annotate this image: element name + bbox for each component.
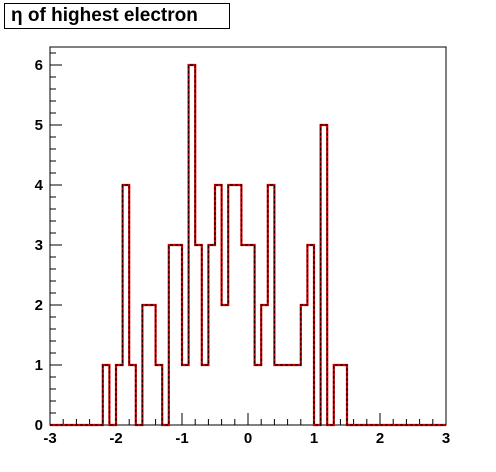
- chart-title-box: η of highest electron: [4, 3, 230, 29]
- chart-title: η of highest electron: [11, 5, 198, 26]
- y-tick-label: 1: [35, 357, 43, 374]
- y-tick-label: 5: [35, 117, 43, 134]
- tick-labels: -3 -2 -1 0 1 2 3 0 1 2 3 4 5 6: [35, 57, 451, 447]
- y-tick-label: 0: [35, 417, 43, 434]
- x-tick-label: 2: [376, 430, 384, 447]
- x-tick-label: -2: [109, 430, 122, 447]
- y-tick-label: 2: [35, 297, 43, 314]
- y-tick-label: 4: [35, 177, 44, 194]
- y-tick-label: 6: [35, 57, 43, 74]
- x-tick-label: 0: [244, 430, 252, 447]
- x-tick-label: 1: [310, 430, 318, 447]
- x-tick-label: -3: [43, 430, 56, 447]
- series-group: [50, 63, 446, 427]
- x-tick-label: 3: [442, 430, 450, 447]
- y-tick-label: 3: [35, 237, 43, 254]
- histogram-line-dashed: [50, 64, 446, 426]
- x-tick-label: -1: [175, 430, 188, 447]
